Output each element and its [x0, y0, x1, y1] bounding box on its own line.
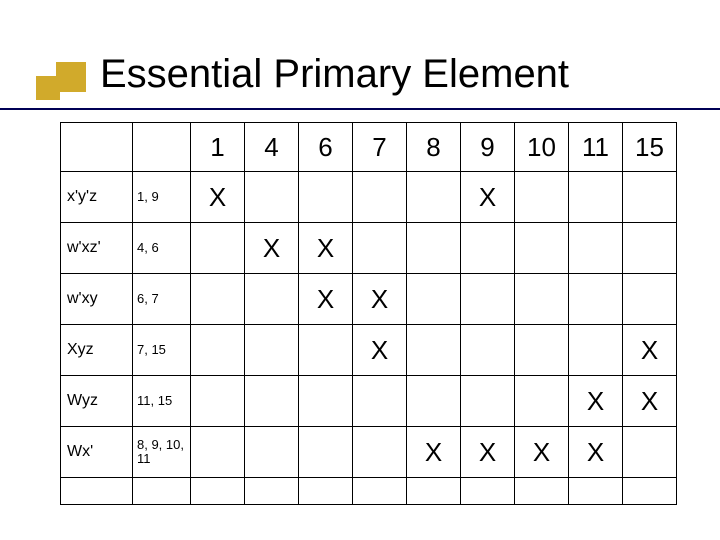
mark-cell — [623, 274, 677, 325]
col-header: 7 — [353, 123, 407, 172]
table: 1 4 6 7 8 9 10 11 15 x'y'z 1, 9 X X — [60, 122, 677, 505]
col-header: 4 — [245, 123, 299, 172]
mark-cell — [623, 223, 677, 274]
mark-cell — [245, 274, 299, 325]
mark-cell: X — [623, 376, 677, 427]
header-blank-idx — [133, 123, 191, 172]
index-cell: 11, 15 — [133, 376, 191, 427]
mark-cell: X — [569, 427, 623, 478]
mark-cell: X — [569, 376, 623, 427]
mark-cell — [191, 223, 245, 274]
mark-cell: X — [299, 223, 353, 274]
mark-cell — [245, 427, 299, 478]
mark-cell — [569, 325, 623, 376]
mark-cell: X — [407, 427, 461, 478]
col-header: 8 — [407, 123, 461, 172]
mark-cell — [623, 427, 677, 478]
table-row: Wyz 11, 15 X X — [61, 376, 677, 427]
mark-cell — [353, 223, 407, 274]
mark-cell — [191, 427, 245, 478]
index-cell: 6, 7 — [133, 274, 191, 325]
mark-cell — [299, 427, 353, 478]
mark-cell — [461, 274, 515, 325]
mark-cell — [515, 325, 569, 376]
mark-cell: X — [623, 325, 677, 376]
index-cell: 7, 15 — [133, 325, 191, 376]
mark-cell — [407, 376, 461, 427]
mark-cell: X — [461, 427, 515, 478]
mark-cell — [407, 325, 461, 376]
col-header: 9 — [461, 123, 515, 172]
mark-cell — [515, 376, 569, 427]
mark-cell — [353, 427, 407, 478]
mark-cell: X — [461, 172, 515, 223]
mark-cell — [515, 223, 569, 274]
mark-cell — [191, 376, 245, 427]
mark-cell — [299, 172, 353, 223]
title-underline — [0, 108, 720, 110]
mark-cell: X — [353, 274, 407, 325]
mark-cell — [245, 376, 299, 427]
mark-cell — [461, 223, 515, 274]
mark-cell — [461, 325, 515, 376]
table-row: w'xz' 4, 6 X X — [61, 223, 677, 274]
mark-cell — [623, 172, 677, 223]
header-row: 1 4 6 7 8 9 10 11 15 — [61, 123, 677, 172]
table-row-empty — [61, 478, 677, 505]
mark-cell: X — [191, 172, 245, 223]
mark-cell — [515, 274, 569, 325]
col-header: 1 — [191, 123, 245, 172]
mark-cell — [407, 274, 461, 325]
mark-cell — [191, 274, 245, 325]
table-row: Xyz 7, 15 X X — [61, 325, 677, 376]
term-cell: Wyz — [61, 376, 133, 427]
mark-cell: X — [245, 223, 299, 274]
index-cell: 1, 9 — [133, 172, 191, 223]
term-cell: Xyz — [61, 325, 133, 376]
term-cell: w'xy — [61, 274, 133, 325]
term-cell: x'y'z — [61, 172, 133, 223]
mark-cell — [515, 172, 569, 223]
implicant-table: 1 4 6 7 8 9 10 11 15 x'y'z 1, 9 X X — [60, 122, 676, 505]
mark-cell — [299, 325, 353, 376]
index-cell: 8, 9, 10, 11 — [133, 427, 191, 478]
mark-cell: X — [299, 274, 353, 325]
table-row: Wx' 8, 9, 10, 11 X X X X — [61, 427, 677, 478]
term-cell: Wx' — [61, 427, 133, 478]
title-row: Essential Primary Element — [0, 52, 720, 108]
table-row: x'y'z 1, 9 X X — [61, 172, 677, 223]
header-blank-term — [61, 123, 133, 172]
mark-cell — [569, 223, 623, 274]
col-header: 10 — [515, 123, 569, 172]
slide-title: Essential Primary Element — [100, 52, 569, 97]
mark-cell — [569, 172, 623, 223]
mark-cell — [407, 223, 461, 274]
mark-cell — [299, 376, 353, 427]
table-row: w'xy 6, 7 X X — [61, 274, 677, 325]
mark-cell: X — [515, 427, 569, 478]
col-header: 6 — [299, 123, 353, 172]
mark-cell — [245, 172, 299, 223]
mark-cell — [353, 376, 407, 427]
index-cell: 4, 6 — [133, 223, 191, 274]
mark-cell: X — [353, 325, 407, 376]
mark-cell — [245, 325, 299, 376]
mark-cell — [191, 325, 245, 376]
mark-cell — [461, 376, 515, 427]
col-header: 11 — [569, 123, 623, 172]
term-cell: w'xz' — [61, 223, 133, 274]
col-header: 15 — [623, 123, 677, 172]
mark-cell — [407, 172, 461, 223]
mark-cell — [569, 274, 623, 325]
mark-cell — [353, 172, 407, 223]
